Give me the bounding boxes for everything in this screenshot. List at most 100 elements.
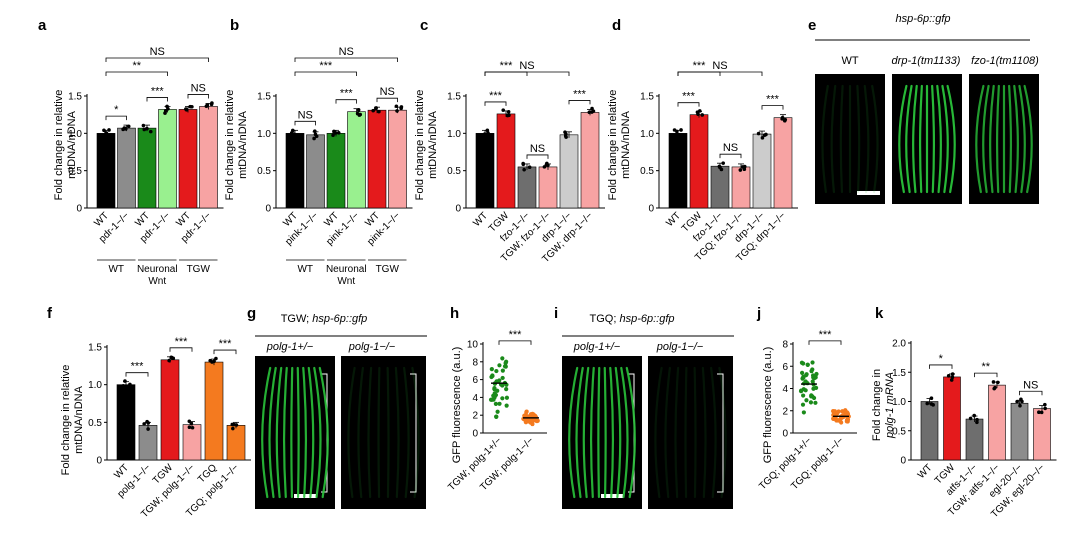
data-point-h [495, 388, 500, 393]
gfp-worm-stripe [625, 366, 636, 499]
replicate-dot-a [148, 129, 153, 134]
data-point-j [840, 409, 845, 414]
bar-c-0 [475, 133, 495, 209]
replicate-dot-k [929, 396, 934, 401]
gfp-worm-stripe [367, 366, 373, 499]
group-label-a: Neuronal [137, 264, 178, 275]
significance-label-b: NS [298, 109, 313, 121]
panel-letter-c: c [420, 17, 428, 34]
y-tick-label-h: 6 [472, 375, 478, 386]
panel-f: f Fold change in relative mtDNA/nDNA 0 0.… [47, 305, 251, 520]
panel-a: a Fold change in relative mtDNA/nDNA 0 0.… [38, 17, 224, 287]
replicate-dot-f [234, 423, 239, 427]
bar-c-5 [580, 112, 600, 209]
gfp-worm-stripe [1008, 84, 1013, 194]
replicate-dot-f [187, 419, 192, 424]
y-tick-label-j: 0 [782, 429, 788, 440]
data-point-j [845, 417, 851, 422]
data-point-h [524, 410, 529, 415]
gfp-worm-stripe [609, 366, 615, 499]
y-tick-label-j: 6 [782, 362, 788, 373]
panel-i-label-2: polg-1−/− [656, 341, 704, 353]
replicate-dot-c [527, 165, 532, 170]
gfp-worm-stripe [1023, 84, 1033, 194]
y-tick-label-f: 1.0 [88, 380, 102, 391]
replicate-dot-f [231, 426, 235, 431]
y-axis-label-b-line1: Fold change in relative [224, 90, 236, 201]
data-point-h [494, 414, 499, 419]
replicate-dot-c [501, 108, 506, 112]
gfp-worm-stripe [575, 366, 584, 499]
y-axis-label-a-line2: mtDNA/nDNA [66, 110, 78, 179]
group-label-b: TGW [376, 264, 400, 275]
gfp-worm-stripe [905, 84, 913, 194]
significance-label-a: NS [150, 46, 165, 58]
significance-bracket-a [105, 115, 127, 121]
y-tick-label-a: 0 [76, 204, 82, 215]
group-label-a: WT [108, 264, 124, 275]
gfp-worm-stripe [821, 84, 829, 194]
significance-label-h: *** [509, 329, 523, 341]
replicate-dot-f [171, 356, 176, 361]
significance-label-c: *** [500, 60, 514, 72]
y-tick-label-h: 0 [472, 429, 478, 440]
replicate-dot-d [721, 161, 725, 165]
gfp-worm-stripe [347, 366, 356, 499]
data-point-h [489, 367, 494, 372]
data-point-h [493, 401, 498, 406]
y-tick-label-a: 1.5 [68, 92, 82, 103]
panel-letter-i: i [554, 305, 558, 322]
gfp-worm-stripe [898, 84, 908, 194]
y-axis-label-c-line1: Fold change in relative [414, 90, 426, 201]
replicate-dot-f [230, 422, 235, 427]
replicate-dot-c [564, 132, 568, 136]
data-point-h [504, 395, 510, 400]
replicate-dot-c [481, 134, 485, 139]
significance-label-k: NS [1023, 379, 1038, 391]
replicate-dot-c [521, 161, 525, 166]
replicate-dot-d [742, 167, 747, 172]
replicate-dot-b [294, 133, 299, 138]
gfp-worm-stripe [318, 366, 329, 499]
data-point-j [814, 371, 819, 377]
gfp-worm-stripe [357, 366, 364, 499]
gfp-worm-stripe [982, 84, 990, 194]
panel-g-title: TGW; hsp-6p::gfp [281, 313, 368, 325]
y-tick-label-k: 0 [900, 456, 906, 467]
gfp-worm-stripe [307, 366, 315, 499]
replicate-dot-k [1018, 403, 1022, 408]
bar-c-4 [559, 134, 579, 209]
y-tick-label-j: 8 [782, 340, 788, 351]
significance-bracket-a [105, 71, 168, 76]
data-point-j [804, 398, 809, 403]
gfp-worm-stripe [1018, 84, 1026, 194]
replicate-dot-k [946, 374, 951, 378]
y-tick-label-f: 0.5 [88, 418, 102, 429]
y-tick-label-c: 1.5 [447, 92, 461, 103]
y-tick-label-h: 4 [472, 393, 478, 404]
gfp-worm-stripe [394, 366, 400, 499]
data-point-j [831, 416, 836, 421]
group-label-a: TGW [187, 264, 211, 275]
replicate-dot-f [128, 382, 132, 387]
y-tick-label-k: 0.5 [892, 426, 906, 437]
significance-label-a: ** [132, 60, 141, 72]
data-point-j [803, 388, 808, 393]
replicate-dot-b [355, 111, 360, 116]
replicate-dot-a [122, 126, 127, 130]
replicate-dot-b [377, 109, 381, 114]
data-point-j [813, 385, 819, 391]
replicate-dot-b [399, 105, 404, 109]
data-point-j [845, 410, 850, 416]
y-axis-label-f-line1: Fold change in relative [60, 365, 72, 476]
data-point-h [500, 368, 505, 373]
bar-f-0 [116, 384, 136, 461]
replicate-dot-a [209, 102, 214, 107]
data-point-j [810, 367, 815, 372]
significance-bracket-f [169, 347, 193, 352]
significance-label-b: *** [319, 60, 333, 72]
bar-f-5 [226, 425, 246, 461]
significance-bracket-b [335, 99, 357, 104]
